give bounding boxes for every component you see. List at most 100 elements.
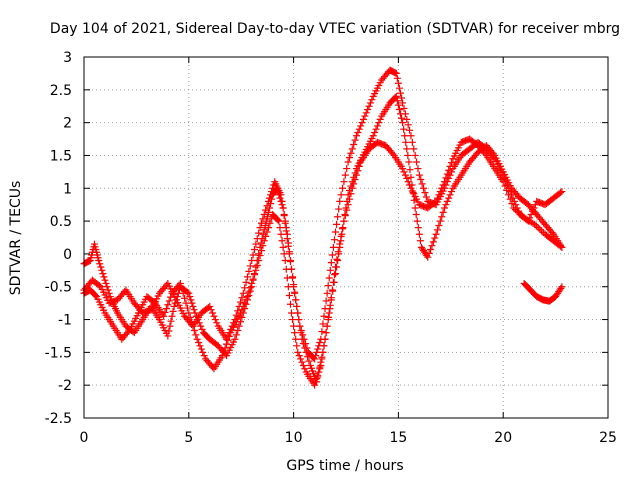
data-point: [417, 176, 425, 184]
data-point: [321, 305, 329, 313]
series-trace-a: [80, 135, 566, 386]
data-point: [228, 322, 236, 330]
x-axis-label: GPS time / hours: [286, 458, 403, 474]
data-point: [223, 335, 231, 343]
data-point: [447, 168, 455, 176]
data-point: [105, 289, 113, 297]
data-point: [442, 201, 450, 209]
data-point: [297, 326, 305, 334]
data-point: [389, 150, 397, 158]
data-point: [164, 332, 172, 340]
data-point: [416, 237, 424, 245]
data-point: [252, 240, 260, 248]
data-point: [316, 339, 324, 347]
data-point: [556, 189, 564, 197]
data-point: [167, 317, 175, 325]
data-point: [283, 230, 291, 238]
data-point: [232, 311, 240, 319]
data-point: [368, 96, 376, 104]
data-point: [335, 250, 343, 258]
data-point: [262, 232, 270, 240]
data-point: [245, 288, 253, 296]
data-point: [248, 256, 256, 264]
data-point: [534, 224, 542, 232]
data-point: [100, 273, 108, 281]
data-point: [400, 125, 408, 133]
y-tick-label: -1.5: [45, 345, 72, 361]
data-point: [318, 328, 326, 336]
data-point: [439, 208, 447, 216]
data-point: [235, 322, 243, 330]
y-tick-label: -1: [58, 313, 72, 329]
data-point: [277, 230, 285, 238]
data-point: [332, 228, 340, 236]
data-point: [268, 188, 276, 196]
data-point: [313, 375, 321, 383]
series-trace-c: [80, 66, 566, 363]
data-point: [281, 217, 289, 225]
data-point: [278, 237, 286, 245]
data-point: [371, 128, 379, 136]
data-point: [376, 115, 384, 123]
data-point: [313, 348, 321, 356]
data-point: [280, 211, 288, 219]
data-point: [333, 255, 341, 263]
data-point: [325, 313, 333, 321]
data-point: [352, 132, 360, 140]
data-point: [412, 211, 420, 219]
data-point: [344, 191, 352, 199]
chart-title: Day 104 of 2021, Sidereal Day-to-day VTE…: [50, 21, 620, 37]
data-point: [200, 352, 208, 360]
data-point: [245, 267, 253, 275]
x-tick-label: 0: [80, 430, 89, 446]
data-point: [282, 224, 290, 232]
data-point: [340, 217, 348, 225]
data-point: [241, 284, 249, 292]
data-point: [285, 248, 293, 256]
data-point: [301, 365, 309, 373]
data-point: [320, 312, 328, 320]
data-point: [277, 191, 285, 199]
data-point: [231, 335, 239, 343]
data-point: [169, 307, 177, 315]
data-point: [410, 196, 418, 204]
data-point: [315, 342, 323, 350]
data-point: [192, 331, 200, 339]
data-point: [355, 125, 363, 133]
data-point: [443, 178, 451, 186]
data-point: [95, 256, 103, 264]
data-point: [436, 217, 444, 225]
data-point: [253, 261, 261, 269]
data-point: [186, 293, 194, 301]
data-point: [515, 207, 523, 215]
data-point: [502, 178, 510, 186]
data-point: [297, 355, 305, 363]
data-point: [443, 197, 451, 205]
data-point: [333, 263, 341, 271]
data-point: [248, 279, 256, 287]
data-point: [286, 256, 294, 264]
data-point: [401, 110, 409, 118]
data-point: [348, 178, 356, 186]
data-point: [255, 229, 263, 237]
data-point: [405, 158, 413, 166]
y-tick-label: 0.5: [50, 214, 72, 230]
grid: [84, 57, 608, 418]
data-point: [299, 361, 307, 369]
data-point: [396, 89, 404, 97]
y-tick-label: -2: [58, 378, 72, 394]
data-point: [342, 204, 350, 212]
data-point: [190, 326, 198, 334]
data-point: [260, 237, 268, 245]
data-point: [165, 327, 173, 335]
data-point: [246, 262, 254, 270]
data-point: [234, 307, 242, 315]
data-point: [529, 207, 537, 215]
data-point: [341, 211, 349, 219]
plot-frame: [83, 56, 609, 419]
data-point: [343, 165, 351, 173]
y-tick-label: 1: [63, 181, 72, 197]
data-point: [220, 348, 228, 356]
data-point: [392, 92, 400, 100]
data-point: [256, 252, 264, 260]
